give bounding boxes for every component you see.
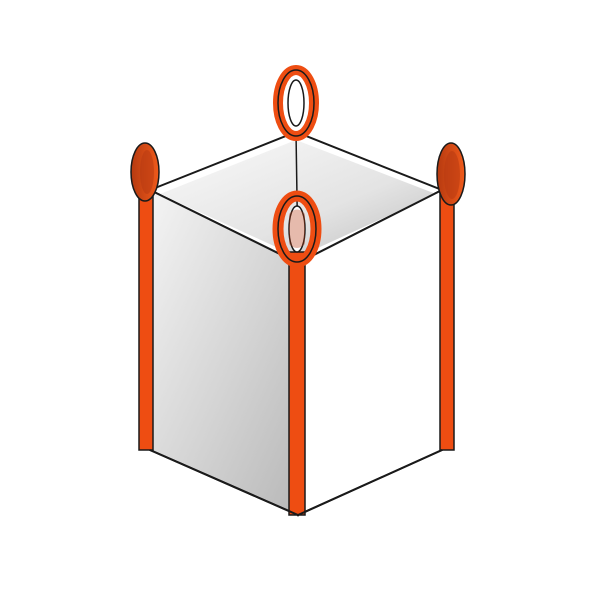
left-lifting-loop-icon: [130, 142, 160, 202]
right-lifting-loop-icon: [436, 142, 466, 206]
back-lifting-loop-icon: [273, 65, 319, 141]
right-strap: [439, 189, 455, 451]
front-strap: [288, 251, 306, 516]
bottom-edges: [149, 449, 443, 517]
left-strap: [138, 189, 154, 451]
front-lifting-loop-icon: [272, 190, 322, 268]
